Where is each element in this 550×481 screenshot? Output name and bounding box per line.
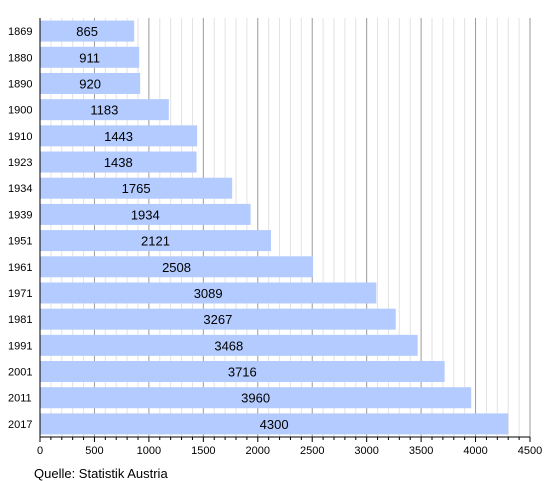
- x-tick-label: 4000: [463, 445, 487, 457]
- bar: [40, 46, 140, 68]
- x-tick-label: 1000: [137, 445, 161, 457]
- category-label: 1951: [8, 236, 32, 248]
- data-label: 865: [76, 24, 98, 39]
- data-label: 1443: [104, 129, 133, 144]
- category-label: 1991: [8, 340, 32, 352]
- category-label: 1981: [8, 314, 32, 326]
- data-label: 3716: [228, 365, 257, 380]
- x-tick-label: 500: [85, 445, 103, 457]
- x-tick-label: 4500: [518, 445, 542, 457]
- data-label: 1934: [131, 207, 160, 222]
- bar: [40, 203, 251, 225]
- data-label: 4300: [260, 417, 289, 432]
- data-label: 3468: [214, 338, 243, 353]
- data-label: 920: [79, 76, 101, 91]
- category-label: 1900: [8, 105, 32, 117]
- x-tick-label: 0: [37, 445, 43, 457]
- data-label: 1183: [90, 103, 118, 118]
- x-tick-label: 2000: [246, 445, 270, 457]
- source-note: Quelle: Statistik Austria: [34, 466, 168, 481]
- category-label: 1869: [8, 26, 32, 38]
- bar: [40, 20, 135, 42]
- category-label: 1923: [8, 157, 32, 169]
- bars: [40, 20, 509, 435]
- data-label: 1765: [122, 181, 151, 196]
- category-label: 2001: [8, 367, 32, 379]
- data-label: 1438: [104, 155, 133, 170]
- bar: [40, 256, 314, 278]
- bar: [40, 99, 169, 121]
- category-label: 1880: [8, 52, 32, 64]
- x-tick-label: 3000: [354, 445, 378, 457]
- category-label: 2011: [8, 393, 32, 405]
- bar: [40, 230, 271, 252]
- category-label: 1934: [8, 183, 32, 195]
- bar: [40, 151, 197, 173]
- category-label: 1910: [8, 131, 32, 143]
- category-label: 1890: [8, 78, 32, 90]
- bar: [40, 177, 233, 199]
- bar: [40, 413, 509, 435]
- category-label: 1939: [8, 209, 32, 221]
- data-label: 3267: [203, 312, 232, 327]
- bar: [40, 282, 377, 304]
- category-label: 1961: [8, 262, 32, 274]
- data-label: 3089: [194, 286, 223, 301]
- x-tick-label: 3500: [409, 445, 433, 457]
- data-label: 2121: [141, 234, 170, 249]
- bar: [40, 308, 396, 330]
- bar: [40, 125, 198, 147]
- bar: [40, 72, 141, 94]
- axes: [39, 18, 531, 442]
- bar: [40, 334, 418, 356]
- bar: [40, 361, 445, 383]
- x-tick-label: 2500: [300, 445, 324, 457]
- bar: [40, 387, 472, 409]
- category-label: 1971: [8, 288, 32, 300]
- x-tick-label: 1500: [191, 445, 215, 457]
- data-label: 911: [79, 50, 100, 65]
- labels: 1869 865 1880 911 1890 920 1900 1183 1910 1443 192…: [8, 24, 542, 457]
- data-label: 2508: [162, 260, 191, 275]
- data-label: 3960: [241, 391, 270, 406]
- category-label: 2017: [8, 419, 32, 431]
